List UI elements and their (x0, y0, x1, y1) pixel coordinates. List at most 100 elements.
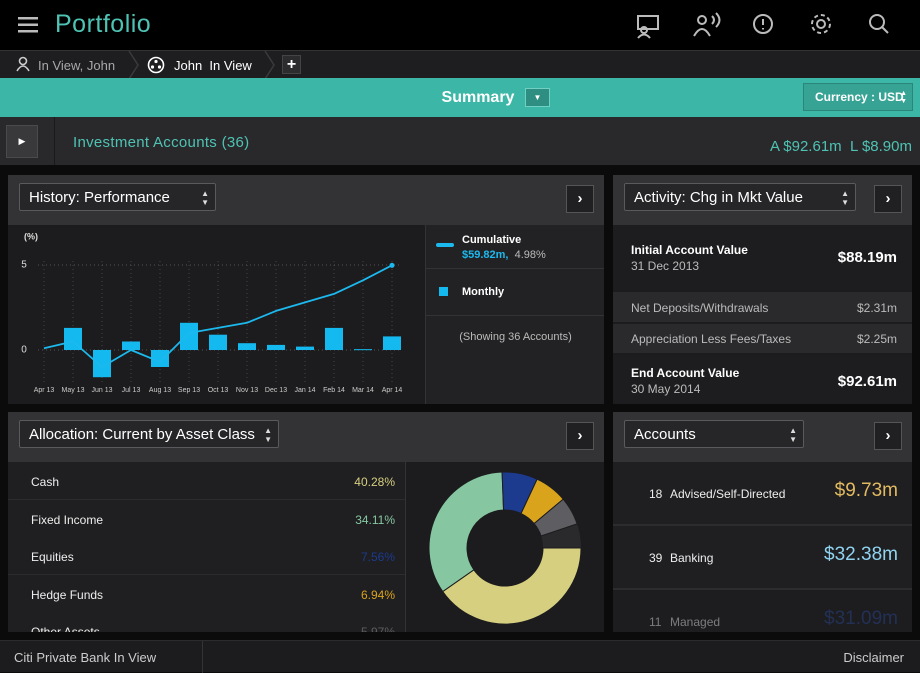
x-tick-label: Apr 13 (34, 387, 55, 394)
activity-panel: Activity: Chg in Mkt Value ▲ ▼ › Initial A… (613, 175, 912, 404)
account-count: 18 (649, 487, 663, 501)
asset-pct: 40.28% (354, 475, 395, 489)
asset-pct: 34.11% (355, 512, 395, 527)
account-value: $9.73m (834, 480, 898, 501)
currency-label: Currency : USD (815, 90, 904, 104)
summary-label: Summary (441, 89, 515, 106)
asset-pct: 7.56% (360, 550, 395, 565)
bar (122, 341, 140, 350)
legend-values: $59.82m, 4.98% (462, 249, 546, 261)
x-tick-label: Aug 13 (149, 387, 171, 394)
account-row: 11 Managed $31.09m (613, 590, 912, 632)
tab[interactable]: In View, John (38, 58, 116, 73)
x-tick-label: Oct 13 (208, 387, 229, 394)
contact-icon[interactable] (693, 12, 721, 37)
row-value: $2.31m (856, 301, 897, 315)
toolbar-icons (637, 12, 889, 39)
line (43, 264, 393, 368)
asset-class: Other Assets (31, 625, 100, 632)
history-selector[interactable]: History: Performance ▲ ▼ (19, 183, 216, 211)
footer-brand: Citi Private Bank In View (14, 650, 157, 665)
history-open-button[interactable]: › (566, 185, 594, 213)
allocation-row: Hedge Funds 6.94% (8, 574, 405, 613)
x-tick-label: May 13 (62, 387, 85, 394)
account-value: $32.38m (824, 544, 898, 565)
bar (238, 343, 256, 350)
accounts-label[interactable]: Investment Accounts (36) (73, 134, 250, 151)
divider (202, 641, 203, 673)
account-count: 11 (649, 615, 662, 629)
disclaimer-link[interactable]: Disclaimer (843, 650, 904, 665)
app-title: Portfolio (55, 10, 152, 38)
add-tab-button[interactable]: + (282, 55, 301, 74)
allocation-selector[interactable]: Allocation: Current by Asset Class ▲ ▼ (19, 420, 279, 448)
legend-label: Monthly (462, 286, 505, 298)
tab[interactable]: John In View (174, 58, 252, 73)
bar (93, 350, 111, 378)
x-tick-label: Dec 13 (265, 387, 287, 394)
bar (325, 327, 343, 350)
divider (54, 117, 55, 165)
activity-row: Initial Account Value 31 Dec 2013 $88.19… (613, 225, 912, 290)
assets-total: A $92.61m (769, 138, 842, 155)
account-value: $31.09m (824, 608, 898, 629)
x-tick-label: Nov 13 (236, 387, 258, 394)
liabilities-total: L $8.90m (850, 138, 912, 155)
x-tick-label: Apr 14 (382, 387, 403, 394)
accounts-panel: Accounts ▲ ▼ › 18 Advised/Self-Directed $9.7… (613, 412, 912, 632)
asset-pct: 6.94% (360, 587, 395, 602)
search-icon[interactable] (869, 14, 889, 34)
legend-row: Cumulative $59.82m, 4.98% (426, 225, 604, 269)
selector-label: Allocation: Current by Asset Class (29, 426, 255, 443)
legend-swatch (439, 287, 448, 296)
activity-row: Net Deposits/Withdrawals $2.31m (613, 292, 912, 322)
x-tick-label: Jun 13 (91, 387, 112, 394)
allocation-row: Fixed Income 34.11% (8, 499, 405, 538)
allocation-open-button[interactable]: › (566, 422, 594, 450)
panel-header: Activity: Chg in Mkt Value ▲ ▼ › (613, 175, 912, 225)
selector-label: History: Performance (29, 189, 170, 206)
allocation-panel: Allocation: Current by Asset Class ▲ ▼ › C… (8, 412, 604, 632)
currency-selector[interactable]: Currency : USD ▲ ▼ (803, 83, 913, 111)
alerts-icon[interactable] (753, 14, 773, 34)
row-value: $92.61m (837, 373, 897, 390)
selector-label: Accounts (634, 426, 696, 443)
tab-bar: In View, John John In View + (0, 50, 920, 79)
row-value: $88.19m (837, 249, 897, 266)
allocation-row: Equities 7.56% (8, 537, 405, 576)
chart-legend: Cumulative $59.82m, 4.98% Monthly (Showi… (425, 225, 604, 404)
settings-icon[interactable] (811, 14, 831, 34)
donut-slice (428, 471, 505, 593)
activity-open-button[interactable]: › (874, 185, 902, 213)
account-name: Banking (670, 551, 714, 565)
present-icon[interactable] (637, 15, 659, 39)
account-row: 39 Banking $32.38m (613, 526, 912, 590)
menu-button[interactable] (17, 16, 41, 34)
account-row: 18 Advised/Self-Directed $9.73m (613, 462, 912, 526)
person-icon (16, 56, 30, 72)
asset-class: Fixed Income (31, 512, 104, 527)
accounts-open-button[interactable]: › (874, 422, 902, 450)
row-value: $2.25m (856, 332, 897, 346)
performance-chart: (%) Apr 13 May 13 Jun 13 Jul 13 Aug 13 Sep 13 O… (21, 231, 403, 394)
row-date: 31 Dec 2013 (631, 259, 700, 273)
legend-label: Cumulative (462, 234, 522, 246)
accounts-selector[interactable]: Accounts ▲ ▼ (624, 420, 804, 448)
donut-slice (442, 547, 582, 625)
bar (383, 336, 401, 350)
panel-header: Allocation: Current by Asset Class ▲ ▼ › (8, 412, 604, 462)
expand-button[interactable]: ▶ (6, 125, 38, 158)
activity-row: Appreciation Less Fees/Taxes $2.25m (613, 324, 912, 353)
allocation-row: Other Assets 5.97% (8, 612, 405, 632)
account-totals: A $92.61m L $8.90m (770, 138, 912, 155)
legend-row: Monthly (426, 269, 604, 316)
bar (180, 322, 198, 350)
row-label: Net Deposits/Withdrawals (631, 301, 769, 315)
end-point (389, 262, 395, 268)
x-tick-label: Jul 13 (122, 387, 141, 394)
accounts-list: 18 Advised/Self-Directed $9.73m 39 Banking $3… (613, 462, 912, 632)
asset-class: Cash (31, 475, 60, 489)
activity-selector[interactable]: Activity: Chg in Mkt Value ▲ ▼ (624, 183, 856, 211)
x-tick-label: Jan 14 (294, 387, 315, 394)
summary-dropdown[interactable]: ▼ (525, 88, 550, 107)
